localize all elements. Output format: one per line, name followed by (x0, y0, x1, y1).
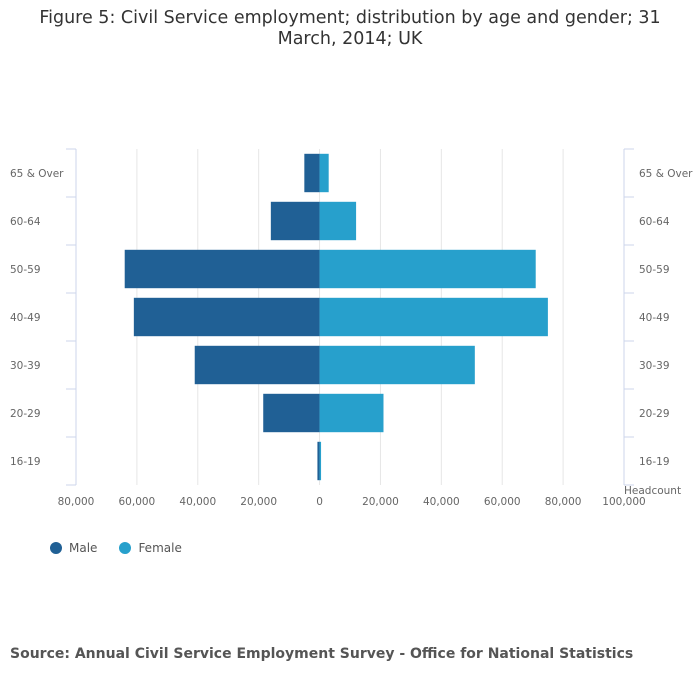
legend-item-female[interactable]: Female (119, 541, 182, 555)
bar-female (319, 297, 548, 337)
legend-item-male[interactable]: Male (50, 541, 97, 555)
population-pyramid-chart: 80,000 60,000 40,000 20,000 0 20,000 40,000 60,… (10, 148, 693, 508)
x-tick-label: 60,000 (119, 496, 156, 508)
y-category-label-right: 65 & Over (639, 168, 693, 180)
bar-female (319, 249, 536, 289)
bar-male (194, 345, 320, 385)
x-tick-label: 20,000 (240, 496, 277, 508)
legend-label-male: Male (69, 541, 98, 555)
bar-male (124, 249, 320, 289)
y-category-label-right: 16-19 (639, 456, 670, 468)
y-category-label-right: 30-39 (639, 360, 670, 372)
tick-labels: 80,000 60,000 40,000 20,000 0 20,000 40,000 60,… (10, 168, 693, 508)
y-category-label-left: 60-64 (10, 216, 41, 228)
x-tick-label: 40,000 (423, 496, 460, 508)
y-category-label-left: 50-59 (10, 264, 41, 276)
bar-male (317, 441, 320, 481)
x-tick-label: 40,000 (179, 496, 216, 508)
bar-male (263, 393, 320, 433)
y-category-label-left: 20-29 (10, 408, 41, 420)
x-tick-label: 20,000 (362, 496, 399, 508)
bars (124, 153, 548, 481)
x-tick-label: 80,000 (58, 496, 95, 508)
source-note: Source: Annual Civil Service Employment … (10, 646, 634, 662)
x-tick-label: 100,000 (602, 496, 645, 508)
y-category-label-right: 20-29 (639, 408, 670, 420)
y-category-label-right: 40-49 (639, 312, 670, 324)
chart-title: Figure 5: Civil Service employment; dist… (39, 8, 661, 49)
x-axis-title: Headcount (624, 485, 681, 497)
bar-female (319, 201, 357, 241)
legend-label-female: Female (138, 541, 182, 555)
x-tick-label: 80,000 (545, 496, 582, 508)
y-category-label-right: 50-59 (639, 264, 670, 276)
y-category-label-left: 65 & Over (10, 168, 64, 180)
y-category-label-left: 30-39 (10, 360, 41, 372)
y-category-label-left: 40-49 (10, 312, 41, 324)
axes (66, 148, 634, 486)
y-category-label-right: 60-64 (639, 216, 670, 228)
bar-male (133, 297, 320, 337)
bar-female (319, 393, 384, 433)
x-tick-label: 0 (316, 496, 323, 508)
legend: Male Female (50, 541, 182, 555)
legend-swatch-female (119, 542, 132, 554)
y-category-label-left: 16-19 (10, 456, 41, 468)
bar-female (319, 345, 475, 385)
bar-male (270, 201, 320, 241)
bar-female (319, 153, 329, 193)
x-tick-label: 60,000 (484, 496, 521, 508)
bar-female (319, 441, 322, 481)
bar-male (304, 153, 320, 193)
legend-swatch-male (50, 542, 62, 554)
